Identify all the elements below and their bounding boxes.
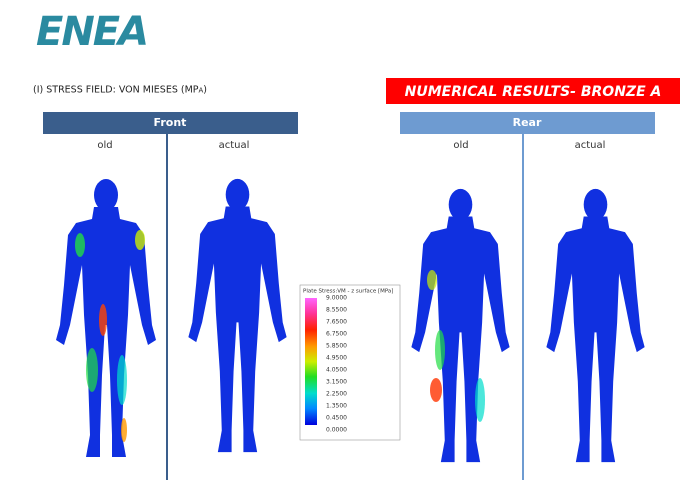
legend-label: 2.2500 (326, 391, 347, 398)
panel-title: Rear (513, 116, 542, 129)
legend-label: 0.0000 (326, 427, 347, 434)
panel-title: Front (154, 116, 187, 129)
legend-label: 6.7500 (326, 331, 347, 338)
legend-title: Plate Stress:VM - z surface [MPa] (303, 289, 393, 295)
panel-header (43, 112, 298, 134)
legend-label: 9.0000 (326, 295, 347, 302)
legend-label: 4.0500 (326, 367, 347, 374)
legend-label: 3.1500 (326, 379, 347, 386)
column-label: old (453, 140, 468, 151)
banner: NUMERICAL RESULTS- BRONZE A (405, 84, 662, 100)
legend-label: 8.5500 (326, 307, 347, 314)
figure-front-old (56, 179, 156, 457)
color-bar (305, 298, 317, 425)
column-label: old (97, 140, 112, 151)
banner-bg (386, 78, 680, 104)
legend-label: 7.6500 (326, 319, 347, 326)
panel-header (400, 112, 655, 134)
legend-label: 4.9500 (326, 355, 347, 362)
legend-label: 0.4500 (326, 415, 347, 422)
logo: ENEA (36, 9, 147, 55)
figure-rear-old (411, 188, 510, 463)
legend: Plate Stress:VM - z surface [MPa] 9.0000… (299, 284, 401, 441)
section-title: (I) STRESS FIELD: VON MIESES (MPa) (33, 85, 207, 96)
column-label: actual (575, 140, 606, 151)
column-label: actual (219, 140, 250, 151)
legend-label: 1.3500 (326, 403, 347, 410)
legend-label: 5.8500 (326, 343, 347, 350)
